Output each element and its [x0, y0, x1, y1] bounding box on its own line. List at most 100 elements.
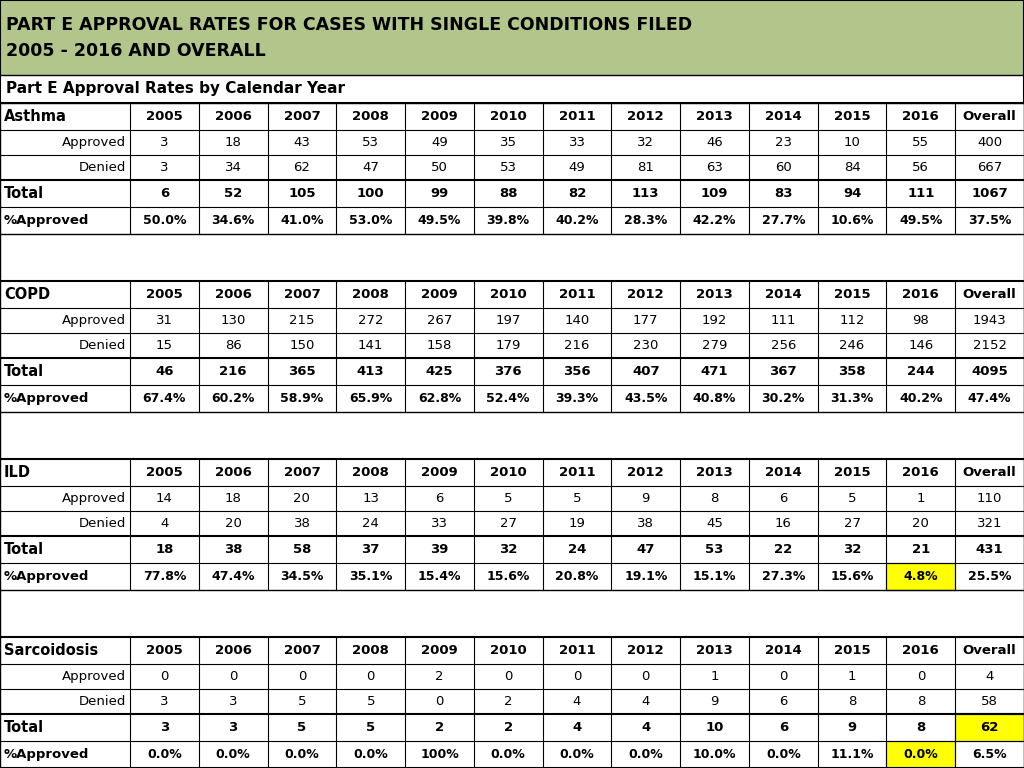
- Bar: [0, 155, 1024, 180]
- Text: 425: 425: [426, 365, 454, 378]
- Text: 39.3%: 39.3%: [555, 392, 599, 405]
- Text: 2012: 2012: [628, 288, 665, 301]
- Text: 8: 8: [916, 721, 926, 734]
- Text: 15: 15: [156, 339, 173, 352]
- Text: 20: 20: [224, 517, 242, 530]
- Text: 24: 24: [362, 517, 379, 530]
- Bar: [0, 637, 1024, 664]
- Text: 34.6%: 34.6%: [212, 214, 255, 227]
- Text: 99: 99: [430, 187, 449, 200]
- Text: 2: 2: [435, 721, 444, 734]
- Text: 2009: 2009: [421, 110, 458, 123]
- Text: Approved: Approved: [61, 314, 126, 327]
- Bar: [0, 103, 1024, 130]
- Text: 244: 244: [907, 365, 935, 378]
- Text: 2010: 2010: [489, 288, 526, 301]
- Text: 5: 5: [367, 695, 375, 708]
- Text: Denied: Denied: [79, 339, 126, 352]
- Text: 0: 0: [435, 695, 443, 708]
- Bar: [0, 714, 1024, 741]
- Text: 1: 1: [711, 670, 719, 683]
- Text: 179: 179: [496, 339, 521, 352]
- Text: 2008: 2008: [352, 288, 389, 301]
- Text: 667: 667: [977, 161, 1002, 174]
- Text: 2: 2: [504, 721, 513, 734]
- Text: 2009: 2009: [421, 644, 458, 657]
- Text: 30.2%: 30.2%: [762, 392, 805, 405]
- Text: 0.0%: 0.0%: [903, 748, 938, 761]
- Text: 10.0%: 10.0%: [693, 748, 736, 761]
- Text: Approved: Approved: [61, 670, 126, 683]
- Text: 6: 6: [435, 492, 443, 505]
- Text: 2006: 2006: [215, 644, 252, 657]
- Text: 4: 4: [641, 721, 650, 734]
- Bar: [0, 664, 1024, 689]
- Text: 1943: 1943: [973, 314, 1007, 327]
- Text: 2013: 2013: [696, 288, 733, 301]
- Text: 2011: 2011: [559, 288, 595, 301]
- Text: 150: 150: [289, 339, 314, 352]
- Text: 9: 9: [848, 721, 857, 734]
- Text: 10: 10: [706, 721, 724, 734]
- Text: 6: 6: [160, 187, 169, 200]
- Text: 0.0%: 0.0%: [490, 748, 525, 761]
- Text: 84: 84: [844, 161, 860, 174]
- Text: 5: 5: [297, 721, 306, 734]
- Text: 267: 267: [427, 314, 453, 327]
- Text: 83: 83: [774, 187, 793, 200]
- Text: 20.8%: 20.8%: [555, 570, 599, 583]
- Text: 2013: 2013: [696, 644, 733, 657]
- Text: 58: 58: [981, 695, 998, 708]
- Text: 27.7%: 27.7%: [762, 214, 805, 227]
- Text: 2012: 2012: [628, 644, 665, 657]
- Bar: [0, 281, 1024, 308]
- Text: 146: 146: [908, 339, 934, 352]
- Text: 113: 113: [632, 187, 659, 200]
- Text: Overall: Overall: [963, 288, 1017, 301]
- Bar: [0, 385, 1024, 412]
- Text: 2015: 2015: [834, 288, 870, 301]
- Text: 46: 46: [707, 136, 723, 149]
- Bar: [0, 459, 1024, 486]
- Text: 2016: 2016: [902, 288, 939, 301]
- Text: 0: 0: [504, 670, 512, 683]
- Text: 2012: 2012: [628, 110, 665, 123]
- Bar: [0, 741, 1024, 768]
- Text: 2006: 2006: [215, 288, 252, 301]
- Text: 358: 358: [839, 365, 866, 378]
- Text: Overall: Overall: [963, 110, 1017, 123]
- Text: 321: 321: [977, 517, 1002, 530]
- Text: Total: Total: [4, 364, 44, 379]
- Text: Sarcoidosis: Sarcoidosis: [4, 643, 98, 658]
- Text: 18: 18: [224, 492, 242, 505]
- Text: 40.8%: 40.8%: [693, 392, 736, 405]
- Text: 8: 8: [848, 695, 856, 708]
- Bar: [0, 234, 1024, 281]
- Text: 0: 0: [572, 670, 582, 683]
- Text: 81: 81: [637, 161, 654, 174]
- Text: 34.5%: 34.5%: [281, 570, 324, 583]
- Text: 67.4%: 67.4%: [142, 392, 186, 405]
- Bar: [0, 486, 1024, 511]
- Text: 0.0%: 0.0%: [629, 748, 664, 761]
- Text: 0.0%: 0.0%: [285, 748, 319, 761]
- Text: 0.0%: 0.0%: [560, 748, 594, 761]
- Text: 62: 62: [294, 161, 310, 174]
- Text: 49.5%: 49.5%: [899, 214, 942, 227]
- Text: 2013: 2013: [696, 110, 733, 123]
- Text: 356: 356: [563, 365, 591, 378]
- Text: 2: 2: [435, 670, 443, 683]
- Text: 407: 407: [632, 365, 659, 378]
- Text: 158: 158: [427, 339, 453, 352]
- Text: 177: 177: [633, 314, 658, 327]
- Text: %Approved: %Approved: [4, 570, 89, 583]
- Text: 192: 192: [701, 314, 727, 327]
- Text: 109: 109: [700, 187, 728, 200]
- Text: COPD: COPD: [4, 287, 50, 302]
- Text: 40.2%: 40.2%: [555, 214, 599, 227]
- Text: 2016: 2016: [902, 110, 939, 123]
- Text: 86: 86: [225, 339, 242, 352]
- Text: 3: 3: [160, 136, 169, 149]
- Text: 4: 4: [642, 695, 650, 708]
- Text: Approved: Approved: [61, 136, 126, 149]
